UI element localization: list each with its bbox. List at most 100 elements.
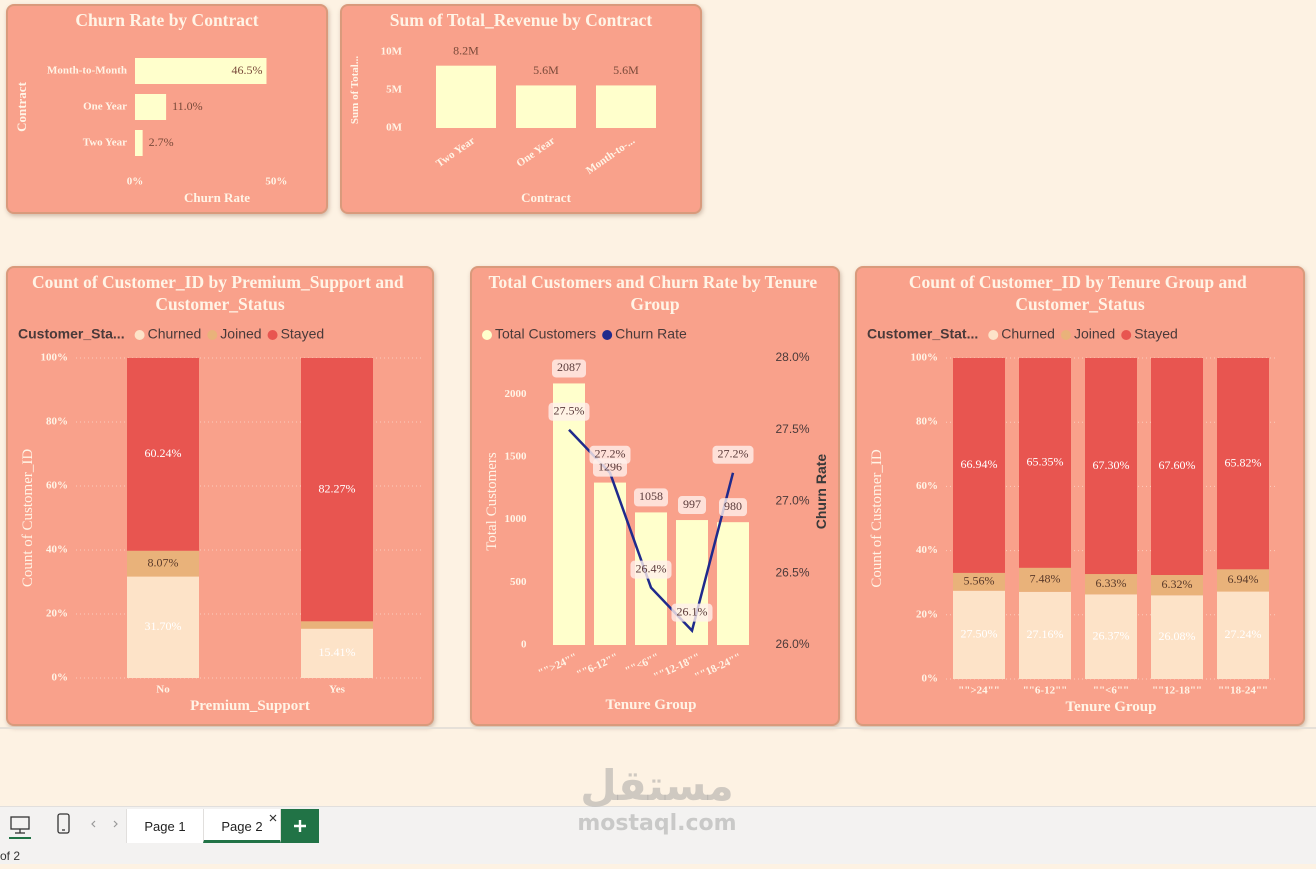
chart-panel: Churn Rate by Contract Churn Rate Contract… — [6, 4, 328, 214]
x-axis-label: Churn Rate — [184, 190, 250, 205]
data-label: 67.30% — [1093, 458, 1130, 472]
y-axis-label: Count of Customer_ID — [20, 449, 36, 587]
data-label-box: 26.1% — [671, 603, 713, 622]
page-tab-active[interactable]: Page 2 — [203, 809, 281, 843]
y-tick-label: 60% — [916, 480, 938, 492]
bar-segment — [953, 590, 1005, 679]
y-tick-label: One Year — [83, 101, 127, 113]
y-tick-label: 100% — [911, 352, 939, 364]
x-tick-label: Month-to-... — [584, 135, 637, 177]
legend-swatch — [482, 330, 492, 340]
y-tick-label: 20% — [46, 608, 68, 620]
y-tick-label: 10M — [381, 46, 403, 58]
legend-label: Churned — [1001, 326, 1055, 342]
next-page-arrow[interactable] — [113, 820, 118, 828]
label-background — [634, 488, 668, 507]
page-tab[interactable]: Page 1 — [126, 809, 204, 843]
y-tick-label: 5M — [386, 84, 403, 96]
chart-title: Count of Customer_ID by Premium_Support … — [32, 272, 408, 314]
tab-label: Page 2 — [221, 819, 263, 834]
chart: Count of Customer_ID by Tenure Group and… — [867, 272, 1276, 715]
x-tick-label: Yes — [329, 684, 346, 696]
data-label: 5.6M — [533, 63, 559, 77]
watermark-arabic: مستقل — [580, 761, 734, 810]
mobile-view-icon[interactable] — [57, 813, 70, 834]
bar-segment — [1151, 574, 1203, 596]
data-label: 7.48% — [1030, 572, 1061, 586]
plus-icon — [294, 820, 306, 832]
legend-label: Joined — [220, 326, 261, 342]
bar — [676, 520, 708, 645]
data-label: 2.7% — [149, 135, 174, 149]
data-label: 11.0% — [172, 99, 203, 113]
bar-segment — [301, 358, 373, 622]
data-label: 6.33% — [1096, 576, 1127, 590]
x-tick-label: ""18-24"" — [1218, 685, 1268, 697]
y-tick-label: 1500 — [505, 451, 528, 463]
legend-title: Customer_Stat... — [867, 326, 978, 342]
data-label: 65.35% — [1027, 455, 1064, 469]
bar-segment — [1085, 358, 1137, 575]
close-tab-icon[interactable] — [269, 814, 277, 822]
bar — [553, 383, 585, 645]
bar-segment — [1217, 591, 1269, 679]
legend-swatch — [602, 330, 613, 340]
label-background — [678, 496, 706, 515]
y-tick-label: 40% — [916, 544, 938, 556]
view-icons — [9, 813, 118, 839]
bar — [135, 94, 167, 120]
data-label-box: 27.2% — [589, 445, 631, 464]
y-tick-label: 40% — [46, 544, 68, 556]
y-axis-label: Count of Customer_ID — [869, 449, 885, 587]
label-background — [548, 402, 590, 421]
data-label: 26.37% — [1093, 628, 1130, 642]
data-label: 1058 — [639, 489, 663, 503]
legend-label: Stayed — [281, 326, 325, 342]
x-tick-label: 50% — [265, 176, 287, 188]
y-axis-label: Total Customers — [484, 452, 500, 551]
data-label-box: 2087 — [552, 359, 586, 378]
legend-label: Stayed — [1134, 326, 1178, 342]
chart: Total Customers and Churn Rate by Tenure… — [482, 272, 829, 713]
y-tick-label: 80% — [916, 416, 938, 428]
data-label-box: 27.5% — [548, 402, 590, 421]
legend-swatch — [267, 330, 278, 340]
x-tick-label: "">24"" — [958, 685, 1000, 697]
y-tick-label: 0M — [386, 122, 403, 134]
desktop-view-icon[interactable] — [9, 816, 31, 839]
page-status: of 2 — [0, 849, 21, 863]
bar-segment — [1019, 358, 1071, 568]
y-tick-label: 500 — [510, 576, 527, 588]
bar — [596, 85, 656, 128]
data-label: 980 — [724, 499, 742, 513]
bar — [717, 522, 749, 645]
chart-title: Churn Rate by Contract — [75, 10, 258, 30]
data-label: 8.07% — [148, 555, 179, 569]
chart-panel: Total Customers and Churn Rate by Tenure… — [470, 266, 840, 726]
y-tick-label: 0 — [521, 639, 527, 651]
x-tick-label: ""6-12"" — [1023, 685, 1068, 697]
prev-page-arrow[interactable] — [91, 820, 96, 828]
status-bar: of 2 — [0, 843, 1316, 864]
legend-swatch — [1121, 330, 1132, 340]
label-background — [712, 445, 754, 464]
add-page-button[interactable] — [281, 809, 319, 843]
y-tick-label: 80% — [46, 416, 68, 428]
chart-panel: Count of Customer_ID by Premium_Support … — [6, 266, 434, 726]
legend-swatch — [207, 330, 218, 340]
legend-title: Customer_Sta... — [18, 326, 125, 342]
label-background — [630, 560, 672, 579]
legend-label: Joined — [1074, 326, 1115, 342]
bar-segment — [1217, 569, 1269, 592]
bar-segment — [301, 621, 373, 629]
data-label: 27.16% — [1027, 627, 1064, 641]
data-label: 5.6M — [613, 63, 639, 77]
bar-segment — [301, 628, 373, 678]
x-tick-label: ""<6"" — [1093, 685, 1129, 697]
chart-title: Sum of Total_Revenue by Contract — [390, 10, 653, 30]
data-label: 46.5% — [231, 63, 262, 77]
data-label-box: 980 — [719, 498, 747, 517]
x-tick-label: 0% — [127, 176, 144, 188]
x-axis-label: Tenure Group — [1065, 699, 1156, 715]
